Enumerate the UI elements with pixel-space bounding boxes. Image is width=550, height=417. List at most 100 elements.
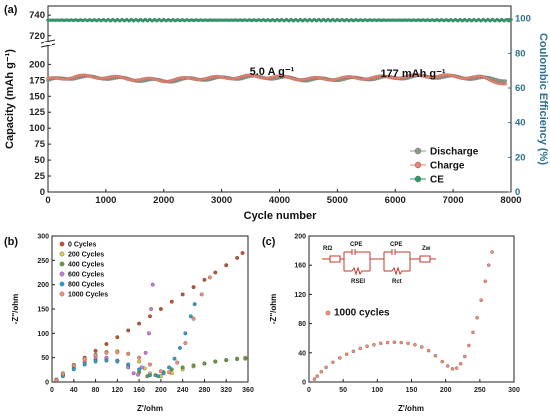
- x-tick-label: 160: [133, 387, 145, 394]
- y2-tick-label: 0: [515, 187, 520, 198]
- panel-b-y-ticks: 0 50 100 150 200 250 300: [37, 234, 55, 387]
- data-point: [406, 341, 410, 346]
- data-point: [213, 359, 218, 364]
- legend-marker: [59, 251, 65, 257]
- data-point: [54, 378, 59, 383]
- data-point: [240, 251, 245, 255]
- panel-c-legend: 1000 cycles: [325, 308, 390, 319]
- data-point: [224, 263, 229, 268]
- data-point: [207, 275, 212, 280]
- x-tick-label: 240: [177, 387, 189, 394]
- data-point: [199, 292, 204, 297]
- data-point: [183, 331, 188, 336]
- legend-marker: [59, 271, 65, 277]
- data-point: [192, 302, 197, 307]
- data-point: [126, 328, 131, 333]
- data-point: [150, 282, 155, 287]
- y-tick-label-upper: 740: [29, 10, 45, 21]
- legend-marker: [325, 310, 331, 316]
- y-tick-label: 160: [294, 263, 306, 270]
- data-point: [331, 360, 335, 365]
- data-point: [479, 298, 483, 302]
- x-tick-label: 200: [440, 387, 452, 394]
- x-tick-label: 120: [111, 387, 123, 394]
- data-point: [458, 361, 463, 366]
- series-charge: [46, 73, 507, 86]
- data-point: [454, 366, 459, 370]
- data-point: [213, 270, 218, 275]
- data-point: [483, 279, 488, 284]
- y-tick-label: 200: [294, 234, 306, 241]
- legend-label: 400 Cycles: [68, 262, 104, 269]
- panel-b-series: [54, 251, 248, 383]
- panel-a-y-ticks: 0 25 50 75 100 125 150 175 200 720 740: [29, 10, 51, 198]
- data-point: [358, 346, 362, 351]
- panel-c-y-ticks: 0 40 80 120 160 200: [294, 234, 312, 387]
- data-point: [324, 365, 328, 370]
- data-point: [167, 370, 172, 375]
- x-tick-label: 40: [70, 387, 78, 394]
- x-tick-label: 7000: [443, 195, 464, 206]
- circuit-label-r-ct: Rct: [392, 279, 402, 285]
- legend-label: 1000 Cycles: [68, 292, 108, 299]
- data-point: [71, 363, 76, 368]
- panel-a-y2-axis-label: Coulombic Efficiency (%): [537, 33, 549, 165]
- y2-tick-label: 20: [515, 152, 526, 163]
- panel-b-x-ticks: 0 40 80 120 160 200 240 280 320 360: [50, 379, 254, 394]
- x-tick-label: 150: [406, 387, 418, 394]
- x-tick-label: 280: [199, 387, 211, 394]
- data-point: [490, 250, 494, 254]
- annotation-current-density: 5.0 A g⁻¹: [250, 66, 295, 78]
- equivalent-circuit-diagram: [322, 249, 436, 276]
- legend-marker: [59, 241, 65, 247]
- data-point: [426, 348, 431, 353]
- data-point: [115, 359, 120, 364]
- data-point: [312, 377, 317, 381]
- panel-a-label: (a): [4, 4, 18, 16]
- data-point: [433, 353, 438, 358]
- data-point: [365, 344, 369, 348]
- data-point: [175, 360, 180, 365]
- legend-marker: [414, 175, 422, 183]
- data-point: [169, 299, 174, 304]
- legend-marker: [59, 281, 65, 287]
- y-tick-label: 150: [29, 91, 45, 102]
- legend-label: 1000 cycles: [334, 308, 390, 319]
- data-point: [158, 369, 163, 374]
- data-point: [137, 367, 142, 372]
- panel-b-x-axis-label: Z'/ohm: [137, 404, 163, 413]
- data-point: [161, 371, 166, 376]
- panel-c-label: (c): [262, 236, 276, 248]
- data-point: [188, 314, 193, 319]
- panel-a-series: [46, 17, 513, 86]
- data-point: [93, 359, 98, 364]
- data-point: [136, 372, 140, 377]
- y-tick-label: 300: [37, 234, 49, 241]
- data-point: [148, 373, 152, 378]
- x-tick-label: 6000: [385, 195, 406, 206]
- legend-label: Charge: [430, 161, 465, 172]
- x-tick-label: 4000: [269, 195, 290, 206]
- data-point: [82, 362, 87, 367]
- y-tick-label: 200: [37, 282, 49, 289]
- y-tick-label: 125: [29, 107, 46, 118]
- panel-b: (b) 0 40 80 120 160 200 240 280 320 360 0 50 100 150…: [4, 234, 254, 414]
- x-tick-label: 250: [474, 387, 486, 394]
- data-point: [509, 17, 513, 22]
- x-tick-label: 360: [242, 387, 254, 394]
- y-tick-label: 100: [29, 123, 45, 134]
- data-point: [399, 340, 403, 345]
- data-point: [450, 367, 455, 371]
- series-ce: [46, 17, 513, 23]
- y-tick-label: 0: [40, 187, 45, 198]
- data-point: [167, 365, 172, 370]
- data-point: [344, 352, 349, 357]
- data-point: [471, 330, 475, 335]
- panel-c-series: [312, 250, 494, 381]
- data-point: [440, 359, 444, 364]
- panel-c-y-axis-label: -Z''/ohm: [269, 294, 278, 324]
- data-point: [191, 316, 196, 321]
- data-point: [137, 359, 142, 364]
- data-point: [126, 362, 131, 367]
- y-tick-label: 0: [45, 380, 49, 387]
